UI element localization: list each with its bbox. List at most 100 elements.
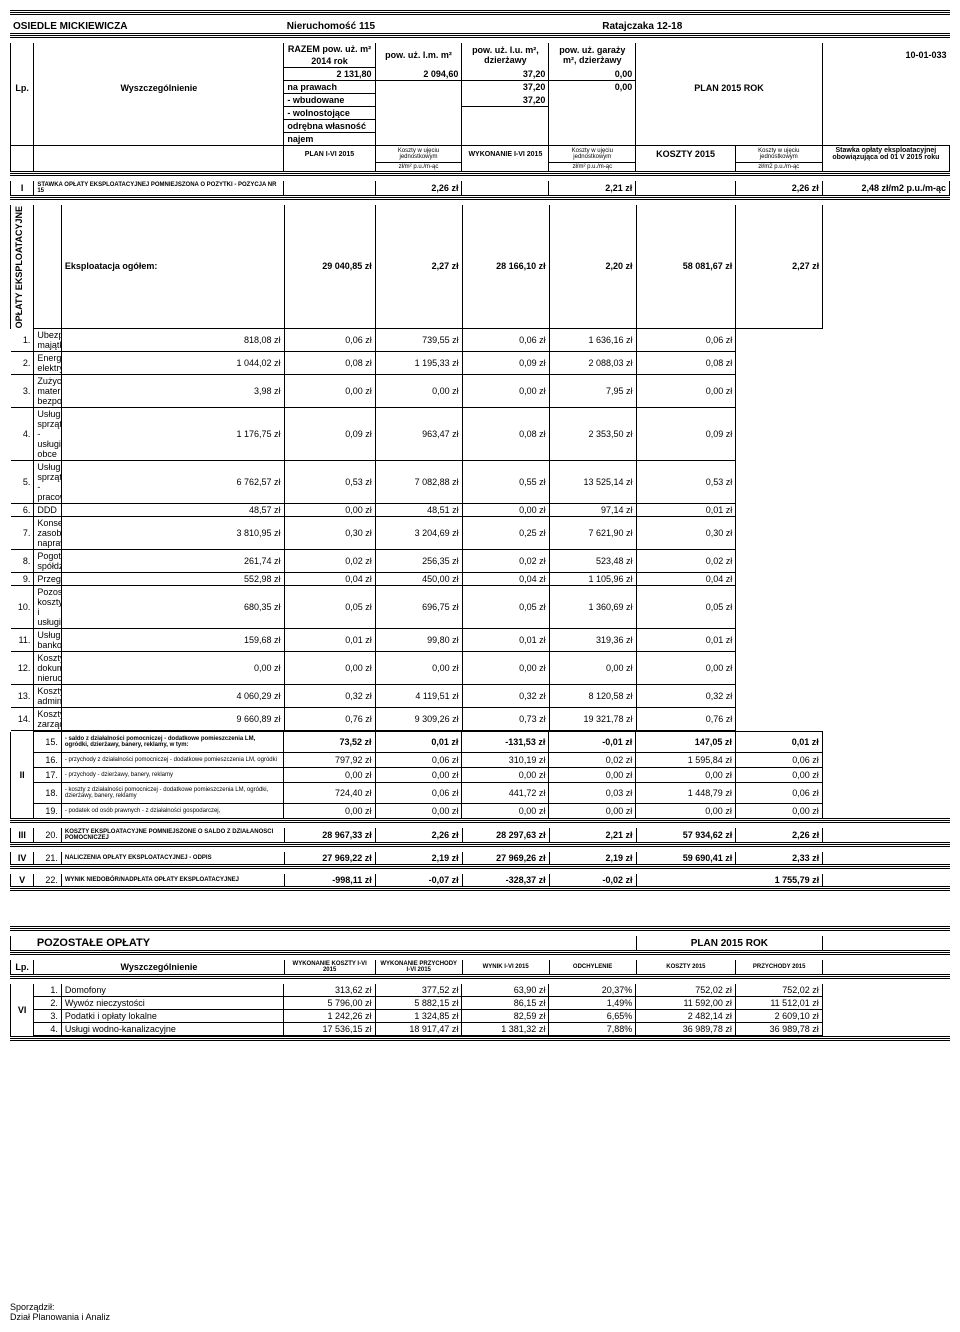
cell-c5: 2 353,50 zł: [549, 408, 636, 461]
cell-c6: 0,01 zł: [636, 504, 736, 517]
vtext-oplaty-text: OPŁATY EKSPLOATACYJNE: [14, 206, 24, 328]
cell-c6: 0,53 zł: [636, 461, 736, 504]
rV-l: WYNIK NIEDOBÓR/NADPŁATA OPŁATY EKSPLOATA…: [61, 874, 284, 886]
cell-l: Podatki i opłaty lokalne: [61, 1010, 284, 1023]
cell-c1: 724,40 zł: [284, 783, 375, 804]
r0c2: 37,20: [462, 68, 549, 81]
cell-n: 19.: [34, 804, 62, 819]
cell-c3: 1 381,32 zł: [462, 1023, 549, 1036]
section-I: I STAWKA OPŁATY EKSPLOATACYJNEJ POMNIEJS…: [10, 181, 950, 195]
cell-c3: 9 309,26 zł: [375, 708, 462, 731]
footer: Sporządził: Dział Planowania i Analiz: [10, 1302, 950, 1322]
rIII-c3: 28 297,63 zł: [462, 828, 549, 842]
rIII-n: 20.: [34, 828, 62, 842]
cell-c5: 8 120,58 zł: [549, 685, 636, 708]
cell-c3: 739,55 zł: [375, 329, 462, 352]
cell-c6: 0,00 zł: [735, 768, 822, 783]
table-row: 6.DDD48,57 zł0,00 zł48,51 zł0,00 zł97,14…: [11, 504, 951, 517]
cell-c3: 0,00 zł: [375, 375, 462, 408]
cell-c3: 86,15 zł: [462, 997, 549, 1010]
poz-plan: PLAN 2015 ROK: [636, 936, 823, 950]
cell-l: - przychody - dzierżawy, banery, reklamy: [61, 768, 284, 783]
cell-c6: 0,30 zł: [636, 517, 736, 550]
cell-c5: 0,00 zł: [636, 768, 736, 783]
cell-c4: 0,00 zł: [549, 768, 636, 783]
cell-l: Koszty dokumentacji nieruchomości: [34, 652, 62, 685]
r0c0: 2 131,80: [284, 68, 375, 81]
cell-c4: 0,03 zł: [549, 783, 636, 804]
r2c3: [549, 94, 636, 107]
table-row: 5.Usługi sprzątania - pracownicy6 762,57…: [11, 461, 951, 504]
cell-n: 13.: [11, 685, 34, 708]
cell-c5: 19 321,78 zł: [549, 708, 636, 731]
cell-l: Zużycie materiałów bezpośrednich: [34, 375, 62, 408]
cell-l: Domofony: [61, 984, 284, 997]
cell-c5: 2 088,03 zł: [549, 352, 636, 375]
cell-c5: 523,48 zł: [549, 550, 636, 573]
table-row: 1.Ubezpiecznia majątkowe818,08 zł0,06 zł…: [11, 329, 951, 352]
cell-n: 6.: [11, 504, 34, 517]
eksp-label: Eksploatacja ogółem:: [61, 205, 284, 329]
cell-l: Usługi bankowe: [34, 629, 62, 652]
rIII-c2: 2,26 zł: [375, 828, 462, 842]
eh-c1: 29 040,85 zł: [284, 205, 375, 329]
cell-c3: 256,35 zł: [375, 550, 462, 573]
cell-c3: 0,00 zł: [462, 804, 549, 819]
cell-c2: 0,06 zł: [375, 783, 462, 804]
sh-kwj3: Koszty w ujęciu jednostkowym: [735, 146, 822, 163]
col-pow-gar: pow. uż. garaży m², dzierżawy: [549, 43, 636, 68]
cell-c5: 1 105,96 zł: [549, 573, 636, 586]
table-row: 3.Zużycie materiałów bezpośrednich3,98 z…: [11, 375, 951, 408]
sh-kwj1: Koszty w ujęciu jednostkowym: [375, 146, 462, 163]
section-III: III 20. KOSZTY EKSPLOATACYJNE POMNIEJSZO…: [10, 828, 950, 842]
cell-c5: 97,14 zł: [549, 504, 636, 517]
rIV-c2: 2,19 zł: [375, 852, 462, 864]
cell-c4: 0,08 zł: [462, 408, 549, 461]
cell-c3: 82,59 zł: [462, 1010, 549, 1023]
cell-c6: 752,02 zł: [735, 984, 822, 997]
cell-c5: 1 636,16 zł: [549, 329, 636, 352]
cell-c4: 0,00 zł: [462, 504, 549, 517]
cell-c4: 0,55 zł: [462, 461, 549, 504]
cell-c1: 6 762,57 zł: [61, 461, 284, 504]
rV-c1: -998,11 zł: [284, 874, 375, 886]
cell-c5: 319,36 zł: [549, 629, 636, 652]
cell-c6: 2 609,10 zł: [735, 1010, 822, 1023]
poz-h2: WYKONANIE PRZYCHODY I-VI 2015: [375, 960, 462, 974]
r1c3: 0,00: [549, 81, 636, 94]
cell-c2: 0,06 zł: [284, 329, 375, 352]
cell-c6: 36 989,78 zł: [735, 1023, 822, 1036]
cell-c5: 752,02 zł: [636, 984, 736, 997]
r1c1: [375, 81, 462, 94]
col-pow-lum: pow. uż. l.m. m²: [375, 43, 462, 68]
cell-c6: 11 512,01 zł: [735, 997, 822, 1010]
rIII-c5: 57 934,62 zł: [636, 828, 736, 842]
cell-c3: 1 195,33 zł: [375, 352, 462, 375]
cell-c3: 0,00 zł: [462, 768, 549, 783]
cell-n: 10.: [11, 586, 34, 629]
cell-c4: 0,09 zł: [462, 352, 549, 375]
vtext-oplaty: OPŁATY EKSPLOATACYJNE: [11, 205, 34, 329]
cell-n: 14.: [11, 708, 34, 731]
cell-c6: 0,08 zł: [636, 352, 736, 375]
cell-c1: 3 810,95 zł: [61, 517, 284, 550]
cell-c3: 3 204,69 zł: [375, 517, 462, 550]
cell-n: 18.: [34, 783, 62, 804]
table-row: 2.Energia elektryczna1 044,02 zł0,08 zł1…: [11, 352, 951, 375]
cell-n: 5.: [11, 461, 34, 504]
top-rule: [10, 10, 950, 16]
lp-label: Lp.: [11, 43, 34, 133]
cell-c2: 377,52 zł: [375, 984, 462, 997]
cell-c4: 1,49%: [549, 997, 636, 1010]
cell-n: 4.: [11, 408, 34, 461]
table-row: 9.Przeglądy552,98 zł0,04 zł450,00 zł0,04…: [11, 573, 951, 586]
poz-h5: KOSZTY 2015: [636, 960, 736, 974]
poz-wysz: Wyszczególnienie: [34, 960, 284, 974]
cell-n: 3.: [11, 375, 34, 408]
rIII-c6: 2,26 zł: [736, 828, 823, 842]
table-row: VI1.Domofony313,62 zł377,52 zł63,90 zł20…: [11, 984, 950, 997]
cell-c5: 0,00 zł: [549, 652, 636, 685]
cell-c2: 0,00 zł: [375, 768, 462, 783]
cell-n: 1.: [34, 984, 62, 997]
cell-c1: 818,08 zł: [61, 329, 284, 352]
